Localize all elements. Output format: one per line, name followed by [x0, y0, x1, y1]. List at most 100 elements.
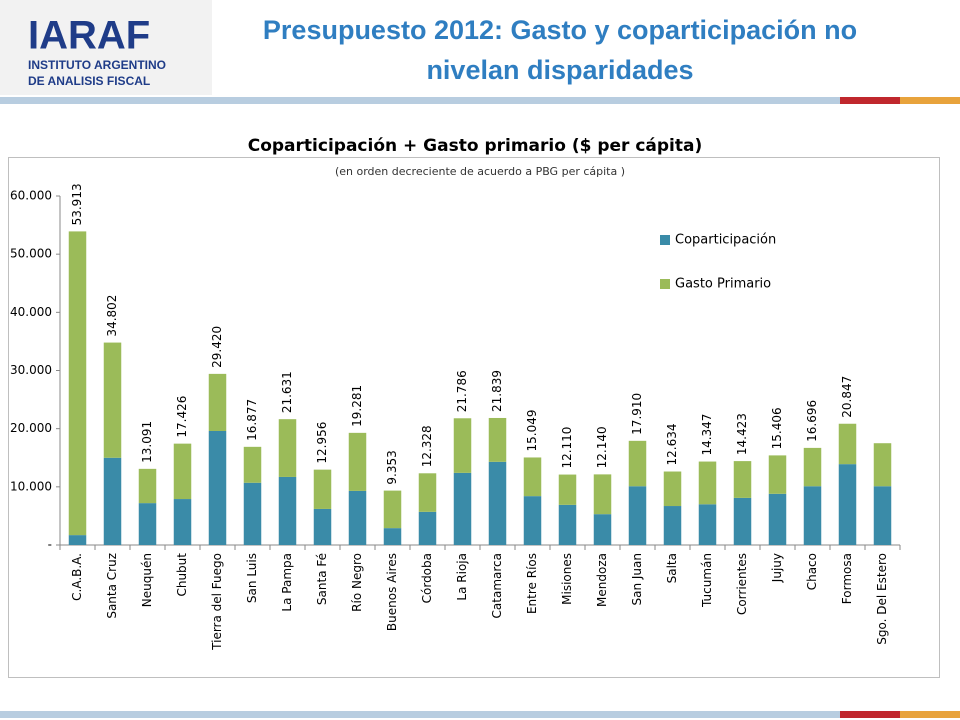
- bar-segment: [663, 471, 682, 507]
- total-label: 13.091: [140, 421, 154, 463]
- bar-segment: [803, 447, 822, 487]
- logo-bg: [0, 0, 212, 95]
- y-tick-label: 50.000: [10, 247, 52, 261]
- x-tick-label: Mendoza: [595, 553, 609, 607]
- x-tick-label: Jujuy: [770, 553, 784, 583]
- bar-segment: [453, 418, 472, 473]
- stripe: [0, 97, 840, 104]
- total-label: 12.110: [560, 427, 574, 469]
- x-tick-label: Corrientes: [735, 553, 749, 615]
- x-tick-label: San Juan: [630, 553, 644, 606]
- stripe: [840, 711, 900, 718]
- x-tick-label: San Luis: [245, 553, 259, 603]
- stripe: [900, 711, 960, 718]
- bar-segment: [698, 461, 717, 505]
- y-tick-label: 10.000: [10, 479, 52, 493]
- y-tick-label: -: [48, 538, 52, 552]
- stripe: [900, 97, 960, 104]
- bar-segment: [733, 497, 752, 545]
- total-label: 14.347: [700, 414, 714, 456]
- bar-segment: [768, 493, 787, 545]
- slide-title: Presupuesto 2012: Gasto y coparticipació…: [263, 15, 857, 45]
- legend-swatch: [660, 235, 670, 245]
- logo-line: INSTITUTO ARGENTINO: [28, 58, 166, 72]
- total-label: 21.631: [280, 371, 294, 413]
- bar-segment: [173, 443, 192, 500]
- total-label: 14.423: [735, 413, 749, 455]
- stripe: [0, 711, 840, 718]
- x-tick-label: C.A.B.A.: [70, 553, 84, 601]
- total-label: 15.406: [770, 407, 784, 449]
- total-label: 34.802: [105, 295, 119, 337]
- bar-segment: [628, 486, 647, 545]
- bar-segment: [383, 528, 402, 545]
- logo-line: DE ANALISIS FISCAL: [28, 74, 150, 88]
- legend-label: Coparticipación: [675, 233, 776, 248]
- chart-title: Coparticipación + Gasto primario ($ per …: [248, 136, 703, 156]
- bar-segment: [768, 455, 787, 494]
- bar-segment: [593, 474, 612, 515]
- bar-segment: [348, 432, 367, 491]
- x-tick-label: Tierra del Fuego: [210, 553, 224, 651]
- bar-segment: [138, 503, 157, 545]
- bar-segment: [558, 504, 577, 545]
- total-label: 12.634: [665, 424, 679, 466]
- y-tick-label: 30.000: [10, 363, 52, 377]
- bar-segment: [523, 496, 542, 545]
- legend-label: Gasto Primario: [675, 277, 771, 292]
- bar-segment: [243, 482, 262, 545]
- total-label: 20.847: [840, 376, 854, 418]
- bar-segment: [313, 469, 332, 509]
- bar-segment: [838, 464, 857, 545]
- bar-segment: [698, 504, 717, 545]
- bar-segment: [523, 457, 542, 497]
- total-label: 16.696: [805, 400, 819, 442]
- total-label: 21.786: [455, 370, 469, 412]
- total-label: 16.877: [245, 399, 259, 441]
- x-tick-label: Entre Ríos: [525, 553, 539, 614]
- bar-segment: [558, 474, 577, 505]
- x-tick-label: La Pampa: [280, 553, 294, 612]
- bar-segment: [488, 461, 507, 545]
- bar-segment: [838, 423, 857, 465]
- bar-segment: [173, 499, 192, 545]
- total-label: 17.426: [175, 396, 189, 438]
- total-label: 21.839: [490, 370, 504, 412]
- x-tick-label: Salta: [665, 553, 679, 583]
- bar-segment: [138, 468, 157, 504]
- x-tick-label: Buenos Aires: [385, 553, 399, 631]
- x-tick-label: Neuquén: [140, 553, 154, 607]
- bar-segment: [873, 486, 892, 545]
- total-label: 15.049: [525, 409, 539, 451]
- bar-segment: [593, 514, 612, 545]
- bar-segment: [418, 511, 437, 545]
- x-tick-label: Chubut: [175, 553, 189, 597]
- chart-frame: [8, 157, 940, 678]
- x-tick-label: Misiones: [560, 553, 574, 605]
- total-label: 29.420: [210, 326, 224, 368]
- bar-segment: [803, 486, 822, 545]
- x-tick-label: Sgo. Del Estero: [875, 553, 889, 645]
- x-tick-label: Río Negro: [350, 553, 364, 612]
- total-label: 12.328: [420, 425, 434, 467]
- x-tick-label: Chaco: [805, 553, 819, 590]
- x-tick-label: Santa Fé: [315, 553, 329, 605]
- bar-segment: [663, 506, 682, 545]
- bar-segment: [488, 417, 507, 462]
- bar-segment: [313, 508, 332, 545]
- bar-segment: [208, 430, 227, 545]
- total-label: 17.910: [630, 393, 644, 435]
- stripe: [840, 97, 900, 104]
- bar-segment: [348, 490, 367, 545]
- y-tick-label: 20.000: [10, 421, 52, 435]
- x-tick-label: Santa Cruz: [105, 553, 119, 619]
- bar-segment: [733, 461, 752, 498]
- bar-segment: [418, 473, 437, 512]
- legend-swatch: [660, 279, 670, 289]
- total-label: 12.140: [595, 426, 609, 468]
- bar-segment: [453, 472, 472, 545]
- y-tick-label: 40.000: [10, 305, 52, 319]
- chart-subtitle: (en orden decreciente de acuerdo a PBG p…: [335, 165, 625, 178]
- y-tick-label: 60.000: [10, 189, 52, 203]
